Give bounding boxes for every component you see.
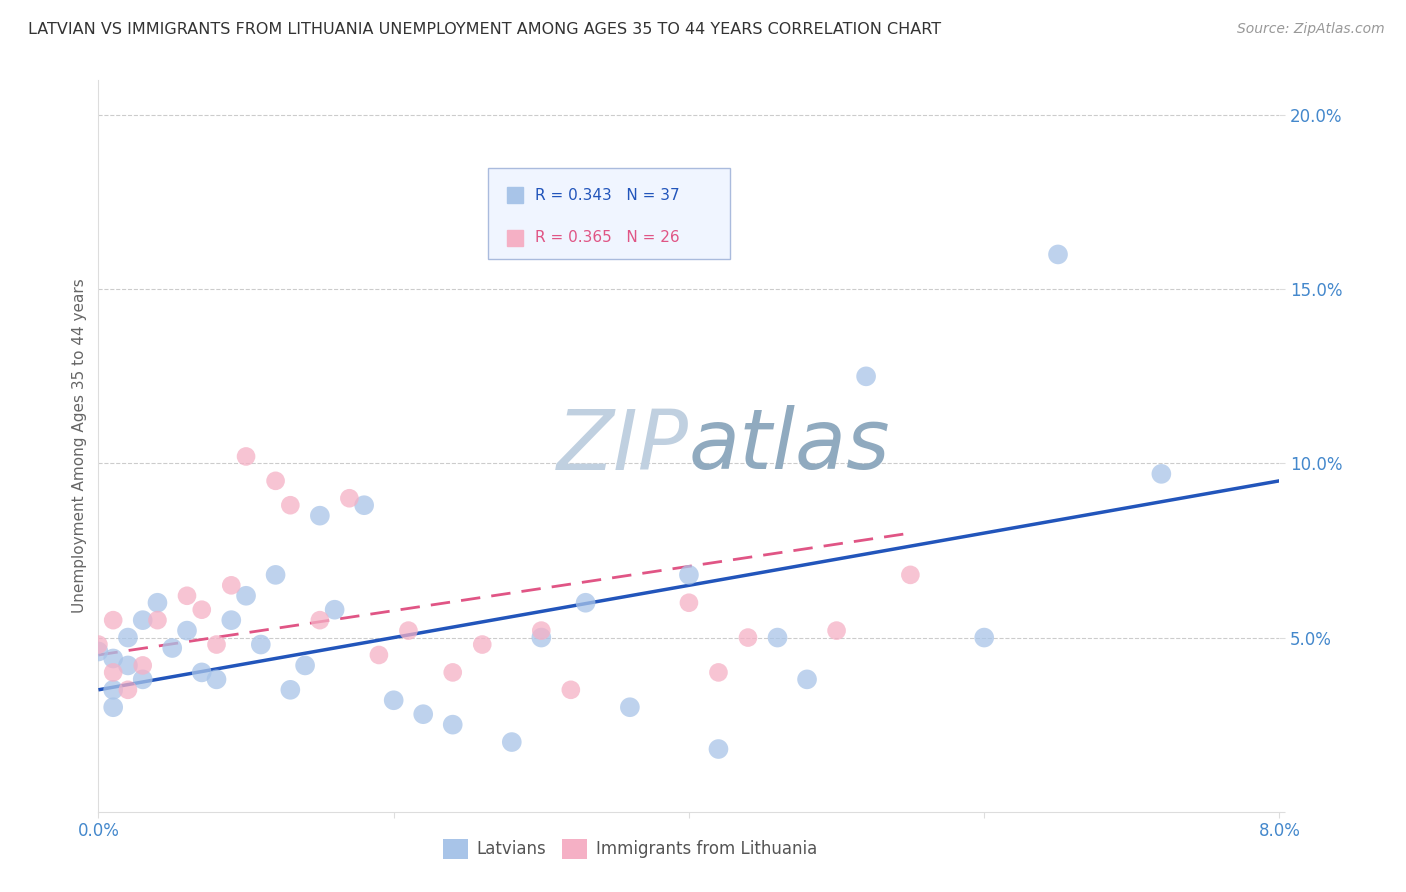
Point: [1046, 247, 1070, 261]
Point: [117, 658, 139, 673]
Point: [103, 682, 125, 697]
Point: [619, 700, 641, 714]
Point: [250, 638, 273, 652]
Point: [441, 717, 464, 731]
Point: [530, 631, 553, 645]
Point: [530, 624, 553, 638]
FancyBboxPatch shape: [488, 168, 730, 260]
Point: [103, 665, 125, 680]
Point: [205, 638, 228, 652]
Point: [103, 613, 125, 627]
Point: [221, 613, 243, 627]
Point: [339, 491, 361, 506]
Point: [707, 665, 730, 680]
Point: [176, 589, 198, 603]
Point: [264, 474, 287, 488]
Point: [471, 638, 494, 652]
Legend: Latvians, Immigrants from Lithuania: Latvians, Immigrants from Lithuania: [436, 832, 824, 865]
Point: [146, 596, 169, 610]
Point: [855, 369, 877, 384]
Point: [678, 596, 700, 610]
Point: [560, 682, 582, 697]
Point: [441, 665, 464, 680]
Point: [132, 658, 155, 673]
Point: [280, 682, 302, 697]
Point: [575, 596, 598, 610]
Point: [132, 613, 155, 627]
Text: LATVIAN VS IMMIGRANTS FROM LITHUANIA UNEMPLOYMENT AMONG AGES 35 TO 44 YEARS CORR: LATVIAN VS IMMIGRANTS FROM LITHUANIA UNE…: [28, 22, 941, 37]
Point: [678, 567, 700, 582]
Text: R = 0.365   N = 26: R = 0.365 N = 26: [536, 230, 681, 245]
Point: [146, 613, 169, 627]
Point: [973, 631, 995, 645]
Point: [191, 665, 214, 680]
Text: R = 0.343   N = 37: R = 0.343 N = 37: [536, 187, 681, 202]
Point: [103, 700, 125, 714]
Point: [264, 567, 287, 582]
Point: [766, 631, 789, 645]
Point: [501, 735, 523, 749]
Point: [176, 624, 198, 638]
Point: [235, 450, 257, 464]
Text: ZIP: ZIP: [557, 406, 689, 486]
Point: [737, 631, 759, 645]
Point: [87, 644, 110, 658]
Y-axis label: Unemployment Among Ages 35 to 44 years: Unemployment Among Ages 35 to 44 years: [72, 278, 87, 614]
Point: [398, 624, 420, 638]
Point: [368, 648, 391, 662]
Point: [796, 673, 818, 687]
Point: [103, 651, 125, 665]
Point: [309, 613, 332, 627]
Point: [323, 603, 346, 617]
Text: atlas: atlas: [689, 406, 890, 486]
Point: [1150, 467, 1173, 481]
Point: [280, 498, 302, 512]
Point: [900, 567, 922, 582]
Point: [191, 603, 214, 617]
Point: [707, 742, 730, 756]
Point: [309, 508, 332, 523]
Point: [412, 707, 434, 722]
Point: [221, 578, 243, 592]
Point: [117, 631, 139, 645]
Point: [353, 498, 375, 512]
Point: [132, 673, 155, 687]
Point: [87, 638, 110, 652]
Point: [205, 673, 228, 687]
Point: [117, 682, 139, 697]
Point: [382, 693, 405, 707]
Point: [162, 640, 183, 655]
Point: [294, 658, 316, 673]
Text: Source: ZipAtlas.com: Source: ZipAtlas.com: [1237, 22, 1385, 37]
Point: [825, 624, 848, 638]
Point: [235, 589, 257, 603]
